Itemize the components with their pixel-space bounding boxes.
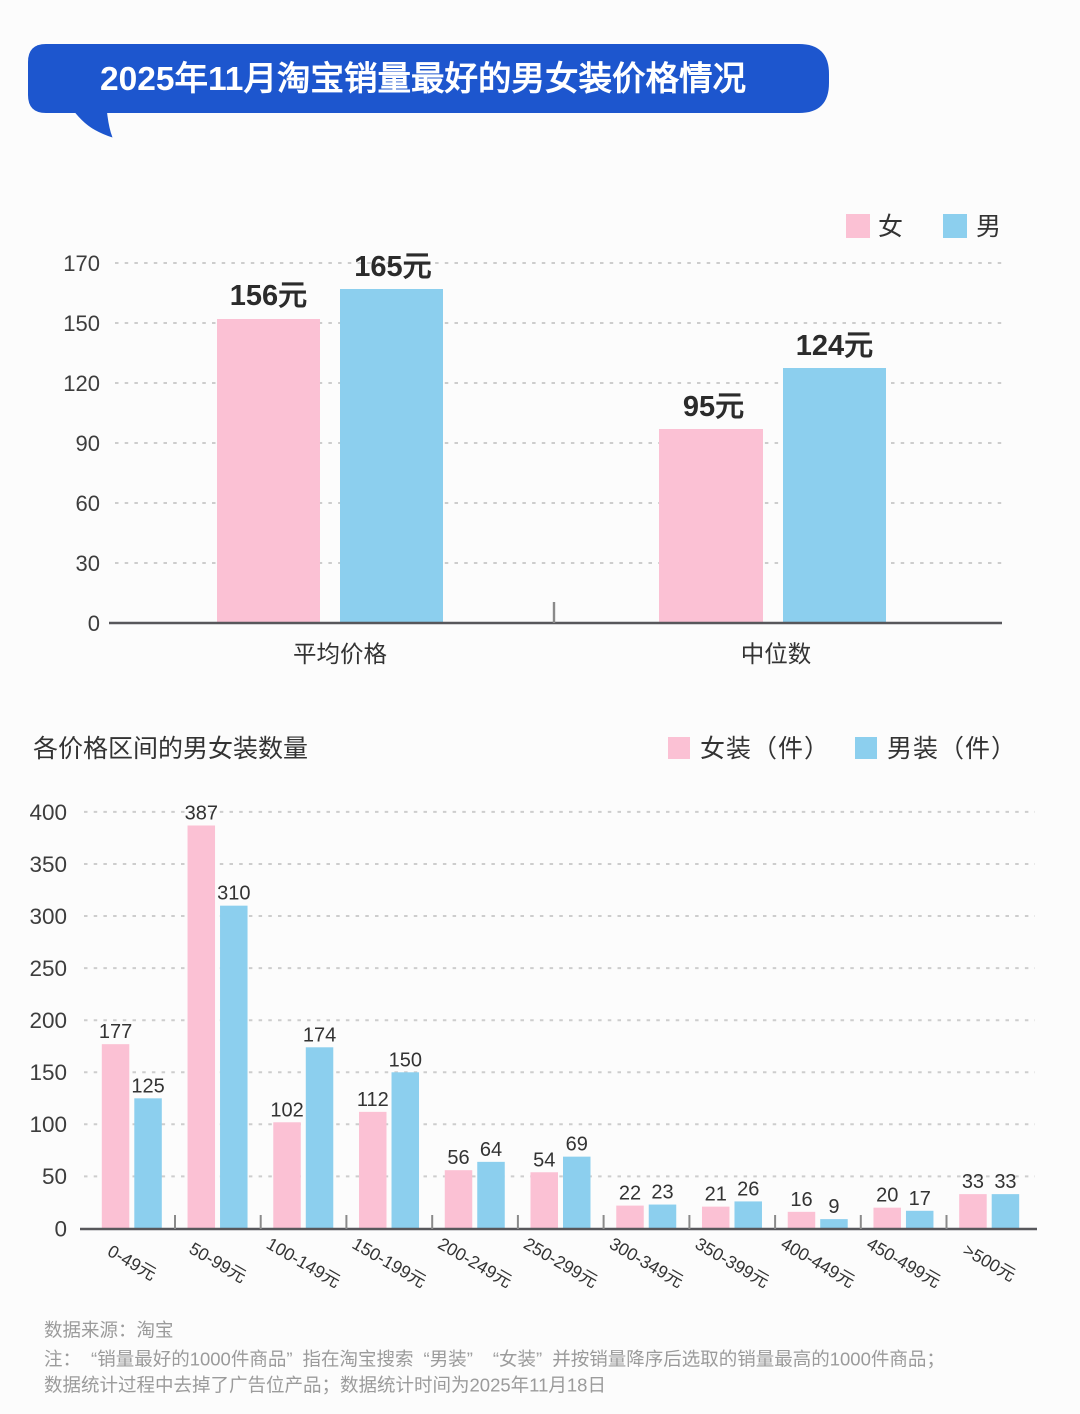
svg-text:男装（件）: 男装（件） — [887, 735, 1017, 763]
svg-text:69: 69 — [566, 1134, 588, 1156]
svg-text:250: 250 — [29, 956, 67, 981]
svg-text:各价格区间的男女装数量: 各价格区间的男女装数量 — [33, 735, 308, 763]
svg-text:150: 150 — [389, 1049, 422, 1071]
svg-text:注：“销量最好的1000件商品”指在淘宝搜索“男装”“女装”: 注： “销量最好的1000件商品” 指在淘宝搜索 “男装” “女装” 并按销量降序后选取的… — [44, 1349, 945, 1370]
svg-text:16: 16 — [790, 1189, 812, 1211]
svg-text:100-149元: 100-149元 — [263, 1233, 344, 1291]
svg-text:150: 150 — [29, 1060, 67, 1085]
svg-text:165元: 165元 — [354, 251, 431, 283]
svg-text:22: 22 — [619, 1183, 641, 1205]
svg-text:124元: 124元 — [796, 330, 873, 362]
svg-text:450-499元: 450-499元 — [863, 1233, 944, 1291]
svg-text:60: 60 — [76, 491, 100, 516]
svg-text:33: 33 — [994, 1171, 1016, 1193]
svg-text:125: 125 — [131, 1075, 164, 1097]
svg-text:17: 17 — [909, 1188, 931, 1210]
svg-text:男: 男 — [976, 213, 1001, 241]
svg-text:177: 177 — [99, 1021, 132, 1043]
svg-text:250-299元: 250-299元 — [520, 1233, 601, 1291]
svg-text:50: 50 — [42, 1164, 67, 1189]
svg-text:150-199元: 150-199元 — [349, 1233, 430, 1291]
svg-text:156元: 156元 — [230, 280, 307, 312]
svg-text:170: 170 — [63, 251, 100, 276]
svg-text:200: 200 — [29, 1008, 67, 1033]
svg-text:300-349元: 300-349元 — [606, 1233, 687, 1291]
svg-text:90: 90 — [76, 431, 100, 456]
svg-text:310: 310 — [217, 883, 250, 905]
svg-text:350-399元: 350-399元 — [692, 1233, 773, 1291]
svg-text:数据统计过程中去掉了广告位产品；数据统计时间为2025年11: 数据统计过程中去掉了广告位产品；数据统计时间为2025年11月18日 — [44, 1375, 606, 1396]
svg-text:0-49元: 0-49元 — [104, 1241, 159, 1285]
svg-text:200-249元: 200-249元 — [435, 1233, 516, 1291]
svg-text:400-449元: 400-449元 — [778, 1233, 859, 1291]
svg-text:50-99元: 50-99元 — [186, 1238, 250, 1286]
svg-text:26: 26 — [737, 1178, 759, 1200]
svg-text:387: 387 — [185, 802, 218, 824]
svg-text:女装（件）: 女装（件） — [700, 735, 830, 763]
svg-text:150: 150 — [63, 311, 100, 336]
svg-text:300: 300 — [29, 904, 67, 929]
svg-text:平均价格: 平均价格 — [293, 641, 387, 667]
svg-text:350: 350 — [29, 852, 67, 877]
svg-text:174: 174 — [303, 1024, 336, 1046]
svg-text:102: 102 — [270, 1099, 303, 1121]
svg-text:数据来源：淘宝: 数据来源：淘宝 — [44, 1320, 174, 1341]
svg-text:23: 23 — [651, 1182, 673, 1204]
svg-text:400: 400 — [29, 800, 67, 825]
svg-text:56: 56 — [447, 1147, 469, 1169]
svg-text:33: 33 — [962, 1171, 984, 1193]
svg-text:95元: 95元 — [683, 391, 744, 423]
svg-text:女: 女 — [878, 213, 903, 241]
svg-text:112: 112 — [357, 1089, 389, 1111]
svg-text:2025年11月淘宝销量最好的男女装价格情况: 2025年11月淘宝销量最好的男女装价格情况 — [100, 60, 746, 98]
svg-text:>500元: >500元 — [960, 1240, 1019, 1286]
svg-text:9: 9 — [828, 1196, 839, 1218]
svg-text:64: 64 — [480, 1139, 502, 1161]
svg-text:54: 54 — [533, 1149, 555, 1171]
svg-text:20: 20 — [876, 1185, 898, 1207]
svg-text:30: 30 — [76, 551, 100, 576]
svg-text:100: 100 — [29, 1112, 67, 1137]
svg-text:中位数: 中位数 — [741, 641, 812, 667]
svg-text:0: 0 — [88, 611, 100, 636]
svg-text:120: 120 — [63, 371, 100, 396]
svg-text:21: 21 — [705, 1184, 727, 1206]
svg-text:0: 0 — [54, 1217, 67, 1242]
